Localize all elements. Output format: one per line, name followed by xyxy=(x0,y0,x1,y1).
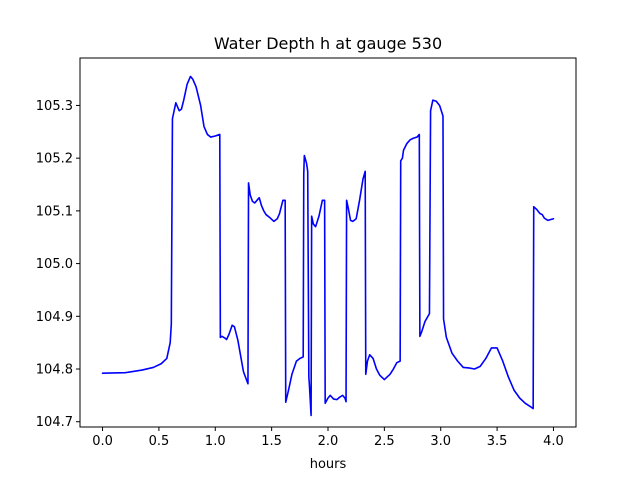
chart-title: Water Depth h at gauge 530 xyxy=(214,34,442,53)
x-tick-label: 1.0 xyxy=(205,434,226,449)
y-tick-label: 105.1 xyxy=(36,204,73,219)
x-axis-label: hours xyxy=(310,457,347,472)
y-axis: 104.7 104.8 104.9 105.0 105.1 105.2 105.3 xyxy=(36,99,80,430)
y-tick-label: 105.0 xyxy=(36,257,73,272)
x-tick-label: 2.5 xyxy=(374,434,395,449)
x-tick-label: 2.0 xyxy=(318,434,339,449)
x-tick-label: 0.5 xyxy=(149,434,170,449)
plot-area xyxy=(101,75,555,417)
x-tick-label: 3.0 xyxy=(430,434,451,449)
y-tick-label: 104.7 xyxy=(36,415,73,430)
x-tick-label: 0.0 xyxy=(92,434,113,449)
y-tick-label: 104.9 xyxy=(36,310,73,325)
series-line xyxy=(101,75,555,417)
x-tick-label: 3.5 xyxy=(487,434,508,449)
y-tick-label: 105.2 xyxy=(36,152,73,167)
axes-frame xyxy=(79,57,577,428)
x-tick-label: 1.5 xyxy=(261,434,282,449)
y-tick-label: 104.8 xyxy=(36,363,73,378)
x-tick-label: 4.0 xyxy=(543,434,564,449)
y-tick-label: 105.3 xyxy=(36,99,73,114)
x-axis: 0.0 0.5 1.0 1.5 2.0 2.5 3.0 3.5 4.0 xyxy=(92,427,564,449)
